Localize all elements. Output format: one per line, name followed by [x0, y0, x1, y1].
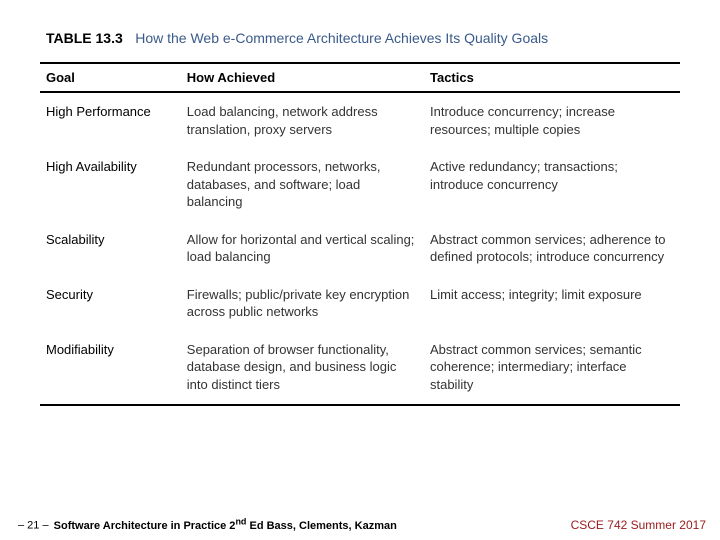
- table-label: TABLE 13.3: [46, 30, 123, 46]
- cell-tactics: Introduce concurrency; increase resource…: [424, 92, 680, 148]
- cell-how: Redundant processors, networks, database…: [181, 148, 424, 221]
- cell-how: Firewalls; public/private key encryption…: [181, 276, 424, 331]
- book-ref-ed: nd: [235, 516, 246, 526]
- cell-how: Separation of browser functionality, dat…: [181, 331, 424, 405]
- col-header-goal: Goal: [40, 63, 181, 92]
- table-row: Security Firewalls; public/private key e…: [40, 276, 680, 331]
- cell-tactics: Abstract common services; semantic coher…: [424, 331, 680, 405]
- cell-how: Allow for horizontal and vertical scalin…: [181, 221, 424, 276]
- cell-goal: High Availability: [40, 148, 181, 221]
- book-ref-rest: Ed Bass, Clements, Kazman: [246, 520, 396, 532]
- cell-tactics: Limit access; integrity; limit exposure: [424, 276, 680, 331]
- table-row: High Availability Redundant processors, …: [40, 148, 680, 221]
- footer-left: – 21 – Software Architecture in Practice…: [18, 516, 397, 532]
- book-reference: Software Architecture in Practice 2nd Ed…: [54, 520, 397, 532]
- cell-tactics: Abstract common services; adherence to d…: [424, 221, 680, 276]
- table-row: Modifiability Separation of browser func…: [40, 331, 680, 405]
- col-header-tactics: Tactics: [424, 63, 680, 92]
- cell-tactics: Active redundancy; transactions; introdu…: [424, 148, 680, 221]
- book-ref-prefix: Software Architecture in Practice 2: [54, 520, 236, 532]
- cell-goal: Modifiability: [40, 331, 181, 405]
- cell-goal: Security: [40, 276, 181, 331]
- course-label: CSCE 742 Summer 2017: [571, 518, 706, 532]
- slide-footer: – 21 – Software Architecture in Practice…: [0, 516, 720, 532]
- quality-goals-table: Goal How Achieved Tactics High Performan…: [40, 62, 680, 406]
- table-row: High Performance Load balancing, network…: [40, 92, 680, 148]
- cell-how: Load balancing, network address translat…: [181, 92, 424, 148]
- table-caption: TABLE 13.3 How the Web e-Commerce Archit…: [40, 30, 680, 48]
- page-number: – 21 –: [18, 520, 49, 532]
- cell-goal: High Performance: [40, 92, 181, 148]
- table-row: Scalability Allow for horizontal and ver…: [40, 221, 680, 276]
- table-header-row: Goal How Achieved Tactics: [40, 63, 680, 92]
- cell-goal: Scalability: [40, 221, 181, 276]
- table-title: How the Web e-Commerce Architecture Achi…: [135, 30, 548, 46]
- col-header-how: How Achieved: [181, 63, 424, 92]
